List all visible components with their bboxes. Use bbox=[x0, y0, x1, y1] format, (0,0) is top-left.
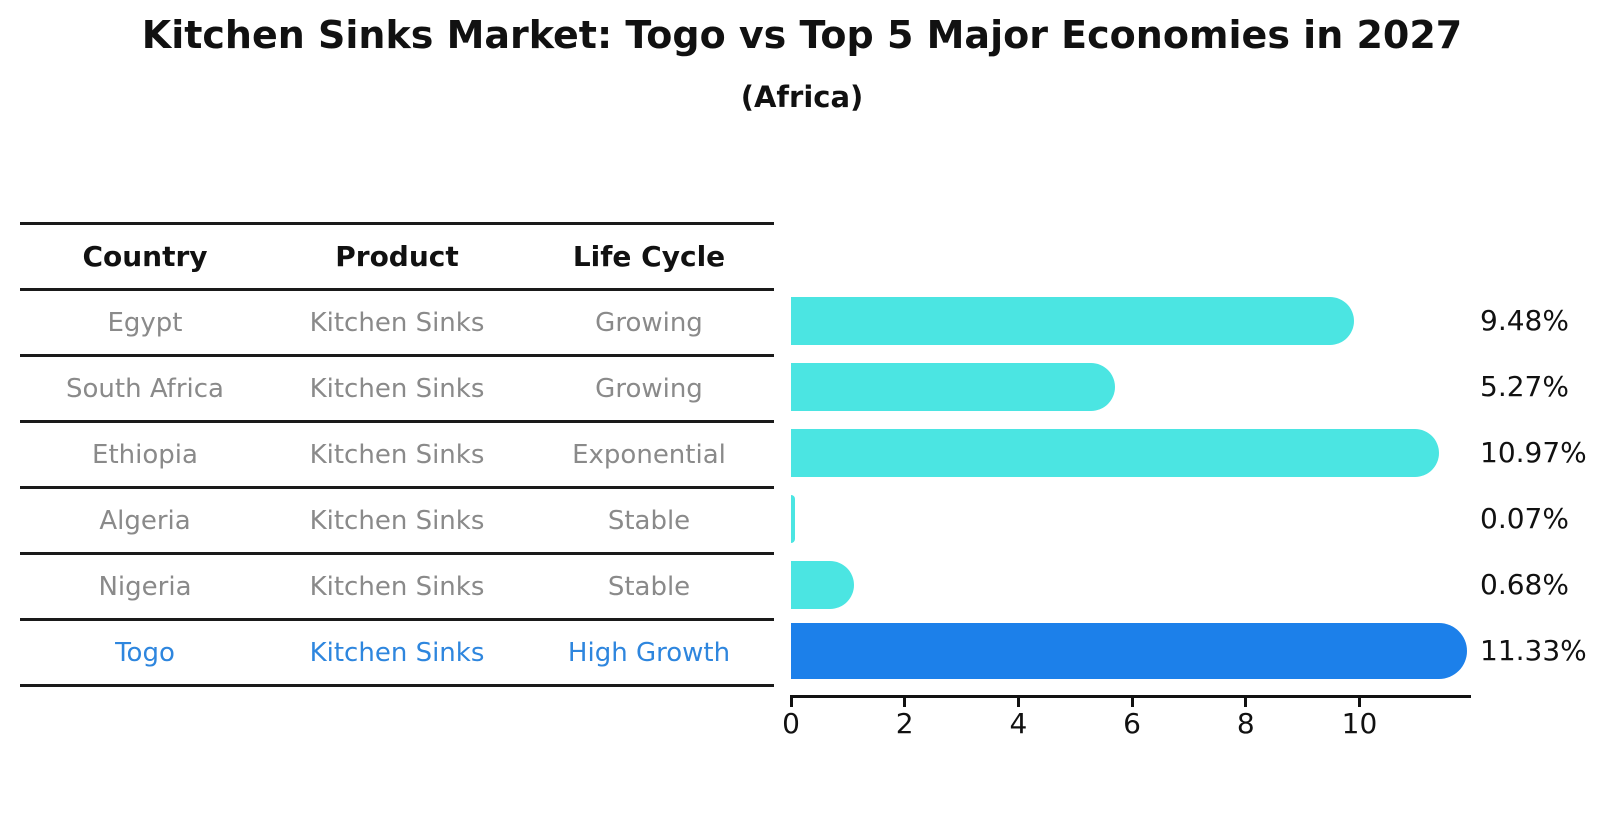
x-tick-mark-0 bbox=[789, 698, 793, 707]
table-row-ethiopia: Ethiopia Kitchen Sinks Exponential bbox=[20, 420, 774, 486]
cell-country: Togo bbox=[115, 637, 175, 668]
x-tick-label-10: 10 bbox=[1341, 707, 1378, 740]
bar-algeria bbox=[791, 495, 795, 543]
cell-product: Kitchen Sinks bbox=[309, 505, 485, 536]
x-tick-mark-2 bbox=[903, 698, 907, 707]
value-label-togo: 11.33% bbox=[1480, 634, 1587, 667]
table-row-nigeria: Nigeria Kitchen Sinks Stable bbox=[20, 552, 774, 618]
cell-country: Egypt bbox=[107, 307, 183, 338]
cell-country: Nigeria bbox=[98, 571, 192, 602]
table-header-product: Product bbox=[335, 240, 459, 273]
cell-product: Kitchen Sinks bbox=[309, 307, 485, 338]
x-tick-label-6: 6 bbox=[1123, 707, 1142, 740]
table-row-togo: Togo Kitchen Sinks High Growth bbox=[20, 618, 774, 687]
cell-country: Algeria bbox=[99, 505, 191, 536]
x-tick-mark-4 bbox=[1016, 698, 1020, 707]
bar-egypt bbox=[791, 297, 1354, 345]
cell-country: Ethiopia bbox=[92, 439, 198, 470]
value-label-ethiopia: 10.97% bbox=[1480, 436, 1587, 469]
x-axis-line bbox=[790, 695, 1471, 698]
cell-product: Kitchen Sinks bbox=[309, 571, 485, 602]
value-label-south-africa: 5.27% bbox=[1480, 370, 1569, 403]
table-header-life-cycle: Life Cycle bbox=[572, 240, 726, 273]
value-label-algeria: 0.07% bbox=[1480, 502, 1569, 535]
table-row-egypt: Egypt Kitchen Sinks Growing bbox=[20, 288, 774, 354]
cell-product: Kitchen Sinks bbox=[309, 373, 485, 404]
cell-life-cycle: Stable bbox=[607, 505, 691, 536]
value-label-nigeria: 0.68% bbox=[1480, 568, 1569, 601]
cell-life-cycle: Stable bbox=[607, 571, 691, 602]
cell-product: Kitchen Sinks bbox=[309, 439, 485, 470]
chart-title: Kitchen Sinks Market: Togo vs Top 5 Majo… bbox=[141, 13, 1463, 57]
x-tick-label-2: 2 bbox=[895, 707, 914, 740]
bar-south-africa bbox=[791, 363, 1115, 411]
table-row-algeria: Algeria Kitchen Sinks Stable bbox=[20, 486, 774, 552]
cell-life-cycle: Growing bbox=[595, 373, 703, 404]
value-label-egypt: 9.48% bbox=[1480, 304, 1569, 337]
x-tick-mark-8 bbox=[1244, 698, 1248, 707]
x-tick-mark-6 bbox=[1130, 698, 1134, 707]
chart-subtitle: (Africa) bbox=[740, 80, 864, 114]
bar-togo bbox=[791, 623, 1468, 679]
bar-nigeria bbox=[791, 561, 854, 609]
x-tick-label-8: 8 bbox=[1236, 707, 1255, 740]
cell-life-cycle: Growing bbox=[595, 307, 703, 338]
x-tick-mark-10 bbox=[1358, 698, 1361, 707]
x-tick-label-0: 0 bbox=[782, 707, 800, 740]
cell-life-cycle: Exponential bbox=[572, 439, 726, 470]
x-tick-label-4: 4 bbox=[1009, 707, 1028, 740]
bar-ethiopia bbox=[791, 429, 1439, 477]
table-row-south-africa: South Africa Kitchen Sinks Growing bbox=[20, 354, 774, 420]
table-header-country: Country bbox=[82, 240, 208, 273]
cell-country: South Africa bbox=[66, 373, 224, 404]
country-table: Country Product Life Cycle Egypt Kitchen Sin… bbox=[20, 222, 774, 687]
table-header-row: Country Product Life Cycle bbox=[20, 222, 774, 288]
cell-life-cycle: High Growth bbox=[567, 637, 731, 668]
cell-product: Kitchen Sinks bbox=[309, 637, 485, 668]
